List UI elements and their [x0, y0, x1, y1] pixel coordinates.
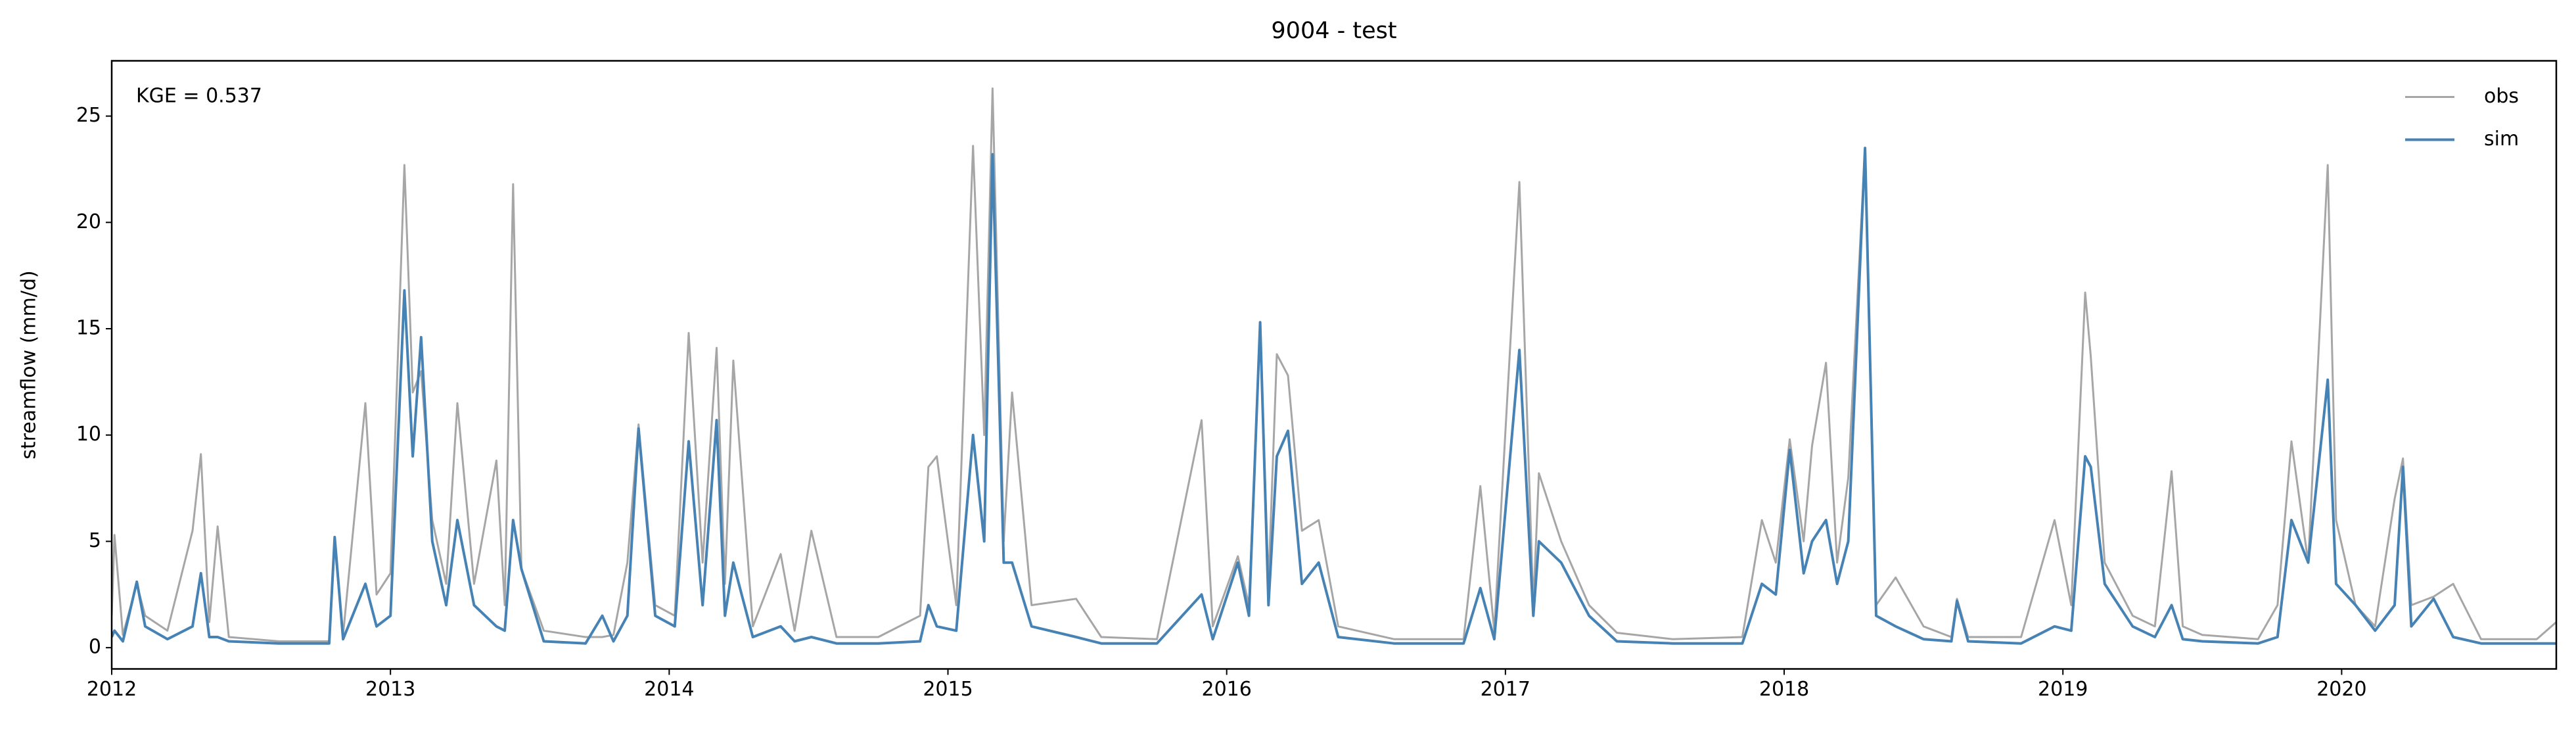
x-tick-label: 2015	[923, 678, 973, 701]
y-tick-label: 5	[89, 529, 101, 552]
series-line	[112, 87, 2556, 642]
plot-frame	[110, 60, 2558, 670]
x-tick-label: 2013	[365, 678, 415, 701]
x-tick-label: 2012	[87, 678, 137, 701]
y-tick-label: 10	[76, 423, 101, 446]
legend-label: sim	[2484, 128, 2519, 151]
y-tick-label: 20	[76, 210, 101, 233]
plot-area	[112, 87, 2556, 645]
y-tick-label: 0	[89, 636, 101, 659]
x-tick-label: 2014	[644, 678, 694, 701]
y-axis-label: streamflow (mm/d)	[18, 270, 41, 459]
y-tick-label: 15	[76, 317, 101, 340]
x-tick-label: 2020	[2316, 678, 2366, 701]
legend-label: obs	[2484, 85, 2519, 108]
chart-title: 9004 - test	[1271, 18, 1396, 44]
x-tick-label: 2018	[1759, 678, 1809, 701]
x-tick-label: 2017	[1481, 678, 1530, 701]
x-tick-label: 2019	[2038, 678, 2088, 701]
annotation: KGE = 0.537	[136, 85, 262, 108]
x-tick-label: 2016	[1202, 678, 1252, 701]
y-tick-label: 25	[76, 104, 101, 127]
series-line	[112, 147, 2556, 645]
